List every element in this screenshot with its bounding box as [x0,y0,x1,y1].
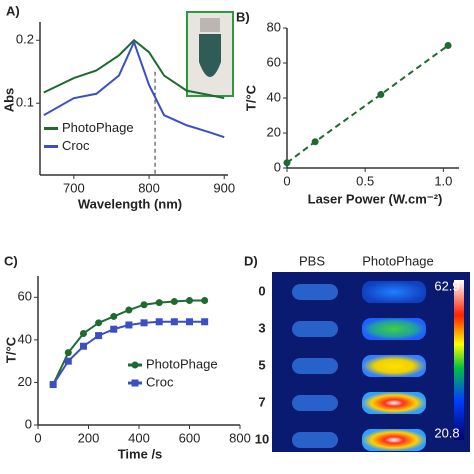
x-tick-label: 600 [179,430,201,445]
y-axis-title: T/°C [243,84,258,111]
x-tick-label: 1.0 [434,173,452,188]
point [186,318,193,326]
inset-photo [186,11,234,97]
panel-label: D) [244,253,258,268]
legend-label: Croc [62,138,90,153]
x-axis-title: Time /s [118,446,163,461]
y-tick-label: 80 [267,19,281,34]
panel-label: C) [4,253,18,268]
y-tick-label: 0.2 [16,32,34,47]
y-tick-label: 0.1 [16,95,34,110]
row-label: 5 [258,357,265,372]
point [79,342,87,350]
point [283,159,291,167]
series-line [286,44,449,164]
x-tick-label: 900 [213,180,235,195]
row-label: 10 [255,431,269,446]
point [201,296,209,304]
y-axis-title: Abs [1,88,16,113]
x-tick-label: 200 [78,430,100,445]
y-tick-label: 60 [267,54,281,69]
y-tick-label: 40 [267,89,281,104]
vial [292,284,338,300]
legend-label: PhotoPhage [62,120,134,135]
x-tick-label: 0 [34,430,41,445]
point [95,319,103,327]
series-line [52,320,205,386]
row-label: 3 [258,320,265,335]
y-tick-label: 20 [267,124,281,139]
x-tick-label: 400 [128,430,150,445]
point [170,298,178,306]
vial [362,392,426,414]
series-line [43,38,225,100]
point [377,91,385,98]
thermal-image [272,272,470,452]
legend-label: Croc [146,374,174,389]
row-label: 7 [258,394,265,409]
x-tick-label: 700 [63,180,85,195]
vial [292,432,338,448]
point [110,325,118,333]
point [125,306,133,314]
series-line [43,39,225,139]
point [64,349,72,357]
legend-label: PhotoPhage [146,356,218,371]
vial [362,429,426,451]
point [444,42,452,49]
point [201,318,209,326]
point [155,318,163,326]
point [110,312,118,320]
x-tick-label: 0 [283,173,290,188]
y-tick-label: 40 [18,331,32,346]
row-label: 0 [258,283,265,298]
legend-marker [131,379,139,387]
y-tick-label: 0 [274,159,281,174]
x-axis-title: Laser Power (W.cm⁻²) [308,191,443,206]
vial [362,355,426,377]
y-tick-label: 60 [18,289,32,304]
panel-label: B) [236,9,250,24]
point [186,296,193,304]
scale-max: 62.9 [434,278,459,293]
column-label: PhotoPhage [362,253,434,268]
y-tick-label: 20 [18,374,32,389]
point [95,332,103,340]
y-tick-label: 0 [25,416,32,431]
point [311,138,319,146]
point [79,329,87,337]
column-label: PBS [299,253,325,268]
y-axis-title: T/°C [3,336,18,363]
scale-min: 20.8 [434,425,459,440]
x-tick-label: 800 [138,180,160,195]
vial [362,318,426,340]
point [170,318,178,326]
point [140,319,148,327]
x-tick-label: 800 [229,430,251,445]
panel-label: A) [6,3,20,18]
legend-marker [131,361,139,369]
point [64,357,72,365]
point [125,321,133,329]
vial [362,281,426,303]
vial [292,395,338,411]
vial [292,358,338,374]
x-axis-title: Wavelength (nm) [78,196,182,211]
point [155,299,163,307]
vial [292,321,338,337]
x-tick-label: 0.5 [356,173,374,188]
point [49,381,57,389]
point [140,301,148,309]
